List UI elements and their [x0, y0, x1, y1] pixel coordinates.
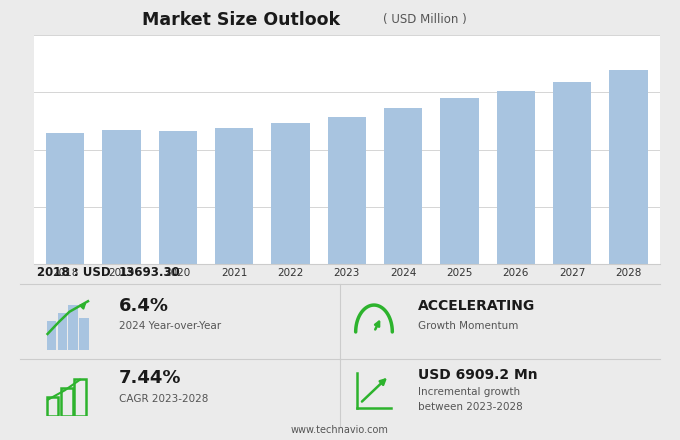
Bar [271, 123, 309, 264]
Text: ( USD Million ): ( USD Million ) [383, 13, 466, 26]
Bar [46, 397, 58, 416]
Bar [496, 92, 535, 264]
Text: ACCELERATING: ACCELERATING [418, 299, 535, 313]
Bar [384, 108, 422, 264]
Bar [609, 70, 648, 264]
Bar [441, 98, 479, 264]
Bar [69, 305, 78, 350]
Text: Growth Momentum: Growth Momentum [418, 321, 519, 330]
Text: Incremental growth: Incremental growth [418, 388, 520, 397]
Text: USD 6909.2 Mn: USD 6909.2 Mn [418, 368, 538, 382]
Bar [158, 132, 197, 264]
Text: CAGR 2023-2028: CAGR 2023-2028 [119, 394, 208, 404]
Text: 2024 Year-over-Year: 2024 Year-over-Year [119, 321, 221, 330]
Text: 2018 : USD: 2018 : USD [37, 266, 111, 279]
Text: Market Size Outlook: Market Size Outlook [142, 11, 341, 29]
Bar [553, 82, 592, 264]
Bar [80, 318, 89, 350]
Bar [215, 128, 253, 264]
Bar [58, 313, 67, 350]
Bar [73, 379, 86, 416]
Bar [46, 321, 56, 350]
Text: between 2023-2028: between 2023-2028 [418, 402, 523, 412]
Bar [61, 388, 73, 416]
Bar [328, 117, 366, 264]
Text: www.technavio.com: www.technavio.com [291, 425, 389, 435]
Text: 13693.30: 13693.30 [119, 266, 181, 279]
Text: 6.4%: 6.4% [119, 297, 169, 315]
Bar [102, 129, 141, 264]
Text: 7.44%: 7.44% [119, 370, 182, 387]
Bar [46, 133, 84, 264]
